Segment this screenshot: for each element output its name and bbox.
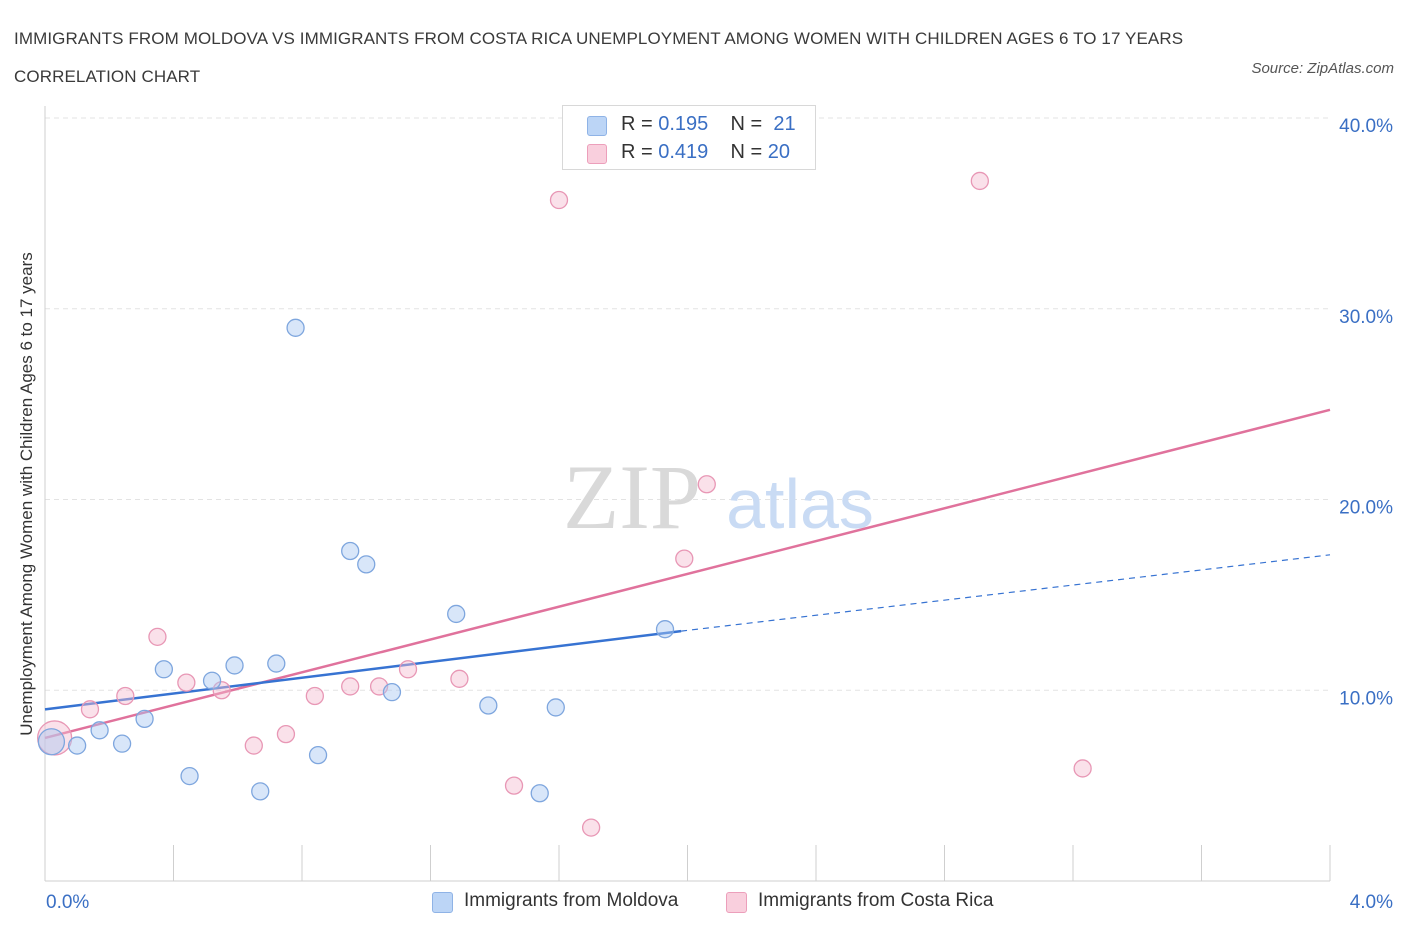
- n-value: 21: [773, 113, 796, 135]
- costa-rica-point: [116, 686, 135, 706]
- data-points: [36, 171, 1092, 837]
- n-label: N =: [730, 113, 768, 135]
- watermark: ZIP atlas: [563, 446, 874, 548]
- costa-rica-point: [581, 818, 601, 837]
- costa-rica-point: [80, 700, 100, 719]
- moldova-point: [286, 318, 305, 337]
- watermark-atlas: atlas: [726, 465, 874, 543]
- moldova-point: [37, 728, 66, 756]
- costa-rica-point: [398, 660, 418, 679]
- moldova-point: [112, 734, 132, 753]
- costa-rica-point: [675, 549, 694, 568]
- watermark-zip: ZIP: [563, 446, 701, 548]
- stats-legend: R = 0.195 N = 21 R = 0.419 N = 20: [562, 105, 816, 170]
- r-value: 0.195: [658, 113, 709, 135]
- chart-title: IMMIGRANTS FROM MOLDOVA VS IMMIGRANTS FR…: [14, 29, 1184, 86]
- costa-rica-point: [177, 673, 196, 692]
- legend-label: Immigrants from Moldova: [464, 890, 679, 911]
- moldova-point: [67, 736, 87, 755]
- costa-rica-point: [212, 681, 231, 700]
- y-tick-label: 30.0%: [1339, 307, 1393, 328]
- moldova-point: [202, 671, 222, 690]
- moldova-point: [154, 660, 174, 679]
- moldova-trend-extension: [681, 554, 1331, 632]
- costa-rica-swatch: [587, 144, 607, 164]
- moldova-point: [180, 766, 199, 786]
- moldova-point: [546, 698, 565, 717]
- moldova-point: [90, 721, 109, 740]
- moldova-point: [251, 782, 270, 801]
- moldova-point: [341, 541, 360, 561]
- n-value: 20: [767, 141, 791, 163]
- legend-label: Immigrants from Costa Rica: [758, 890, 994, 911]
- costa-rica-point: [341, 677, 360, 696]
- moldova-swatch: [587, 116, 607, 136]
- costa-rica-point: [1073, 759, 1092, 778]
- r-label: R =: [621, 141, 659, 163]
- moldova-point: [530, 784, 549, 803]
- x-tick-label: 4.0%: [1350, 892, 1393, 913]
- costa-rica-point: [276, 724, 296, 744]
- costa-rica-point: [504, 776, 524, 795]
- moldova-point: [447, 604, 466, 624]
- y-tick-label: 40.0%: [1339, 116, 1393, 137]
- moldova-point: [357, 555, 376, 574]
- moldova-point: [267, 654, 286, 673]
- y-tick-label: 20.0%: [1339, 498, 1393, 519]
- y-axis-label: Unemployment Among Women with Children A…: [17, 252, 36, 736]
- trend-lines: [44, 408, 1331, 740]
- costa-rica-point: [697, 475, 716, 494]
- costa-rica-point: [549, 190, 569, 210]
- r-value: 0.419: [658, 141, 709, 163]
- costa-rica-point: [244, 736, 263, 755]
- moldova-point: [382, 683, 402, 702]
- moldova-point: [225, 656, 244, 675]
- costa-rica-point: [148, 627, 167, 646]
- gridlines: [45, 117, 1330, 691]
- r-label: R =: [621, 113, 659, 135]
- source-label: Source: ZipAtlas.com: [1251, 60, 1394, 77]
- moldova-point: [479, 696, 498, 715]
- x-tick-label: 0.0%: [46, 892, 89, 913]
- moldova-trend-line: [44, 629, 682, 711]
- costa-rica-point: [305, 686, 325, 706]
- costa-rica-point: [450, 669, 469, 688]
- moldova-point: [655, 620, 675, 639]
- n-label: N =: [730, 141, 768, 163]
- moldova-legend-swatch: [432, 892, 453, 913]
- moldova-point: [308, 745, 328, 765]
- costa-rica-point: [970, 171, 989, 191]
- costa-rica-legend-swatch: [726, 892, 747, 913]
- tick-labels: 40.0% 30.0% 20.0% 10.0% 0.0% 4.0%: [46, 116, 1393, 913]
- moldova-point: [135, 709, 154, 729]
- y-tick-label: 10.0%: [1339, 688, 1393, 709]
- axes: [44, 106, 1331, 882]
